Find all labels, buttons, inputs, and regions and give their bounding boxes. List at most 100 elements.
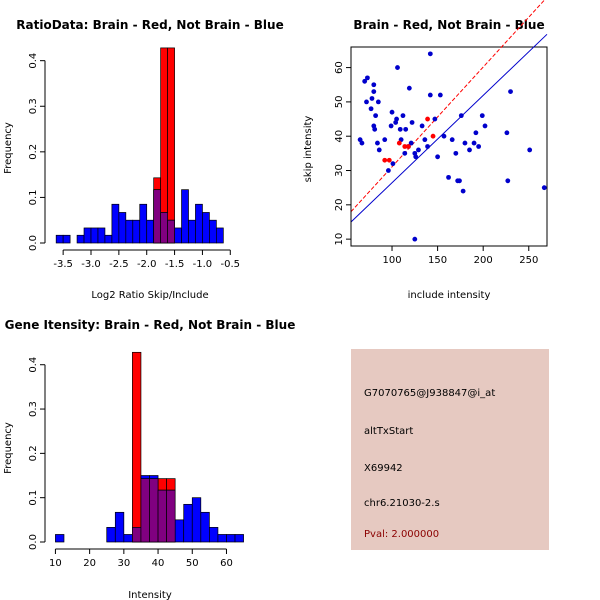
scatter-point-not-brain (376, 147, 382, 153)
scatter-y-tick-label: 30 (334, 164, 345, 177)
scatter-y-tick-label: 20 (334, 198, 345, 211)
scatter-point-not-brain (427, 92, 433, 98)
genomic-location: chr6.21030-2.s (364, 498, 440, 509)
ratio-bar-not-brain (132, 219, 141, 244)
intensity-title: Gene Itensity: Brain - Red, Not Brain - … (5, 318, 296, 332)
intensity-y-tick-label: 0.3 (28, 401, 39, 417)
intensity-y-tick-label: 0.2 (28, 445, 39, 461)
scatter-point-not-brain (395, 65, 400, 70)
scatter-point-brain (402, 144, 408, 149)
scatter-point-brain (396, 140, 402, 146)
scatter-point-not-brain (441, 133, 447, 139)
scatter-point-not-brain (527, 147, 533, 153)
scatter-y-tick-label: 60 (334, 61, 345, 74)
intensity-x-tick-label: 50 (186, 558, 199, 569)
scatter-y-tick-label: 10 (334, 233, 345, 246)
ratio-bar-not-brain (76, 234, 85, 244)
scatter-point-not-brain (462, 140, 468, 146)
event-type: altTxStart (364, 426, 413, 437)
intensity-bars (55, 351, 244, 543)
scatter-point-not-brain (368, 106, 374, 112)
intensity-bar-overlap (157, 489, 167, 543)
scatter-point-not-brain (359, 140, 365, 146)
ratio-bar-not-brain (125, 219, 134, 244)
scatter-point-not-brain (435, 154, 441, 160)
ratio-x-tick-label: -2.5 (109, 259, 129, 270)
intensity-bar-not-brain (55, 534, 65, 543)
scatter-point-not-brain (400, 113, 406, 119)
intensity-bar-not-brain (217, 534, 227, 543)
scatter-point-not-brain (458, 113, 464, 119)
scatter-not-brain-fit-line (350, 33, 548, 223)
intensity-x-label: Intensity (128, 590, 172, 600)
scatter-point-not-brain (403, 126, 409, 132)
scatter-point-not-brain (482, 123, 488, 129)
ratio-bar-not-brain (90, 227, 99, 244)
ratio-bar-not-brain (55, 234, 64, 244)
scatter-point-not-brain (427, 51, 433, 57)
ratio-x-tick-label: -1.0 (193, 259, 213, 270)
intensity-bar-not-brain (106, 527, 116, 543)
intensity-bar-not-brain (183, 503, 193, 543)
ratio-bar-not-brain (104, 234, 113, 244)
scatter-point-not-brain (382, 137, 388, 143)
scatter-point-not-brain (397, 126, 403, 132)
ratio-y-tick-label: 0.0 (28, 235, 39, 251)
scatter-point-not-brain (479, 113, 485, 119)
ratio-x-tick-label: -0.5 (221, 259, 241, 270)
ratio-bar-overlap (167, 219, 175, 244)
ratio-title: RatioData: Brain - Red, Not Brain - Blue (16, 18, 283, 32)
scatter-plot-box (350, 46, 548, 247)
intensity-bar-not-brain (234, 534, 244, 543)
scatter-point-not-brain (372, 126, 378, 132)
scatter-y-tick-label: 40 (334, 130, 345, 143)
ratio-bar-overlap (160, 212, 168, 244)
scatter-point-not-brain (373, 113, 379, 119)
scatter-point-not-brain (505, 178, 511, 184)
scatter-point-not-brain (453, 150, 459, 156)
ratio-bar-not-brain (181, 189, 189, 244)
scatter-point-not-brain (432, 116, 438, 122)
ratio-bar-overlap (153, 189, 161, 244)
scatter-point-not-brain (467, 147, 472, 153)
intensity-x-tick-label: 40 (152, 558, 165, 569)
ratio-histogram-panel: RatioData: Brain - Red, Not Brain - Blue… (3, 18, 284, 301)
intensity-histogram-panel: Gene Itensity: Brain - Red, Not Brain - … (3, 318, 295, 600)
ratio-y-label: Frequency (3, 122, 14, 174)
scatter-point-not-brain (419, 123, 425, 129)
intensity-bar-not-brain (123, 534, 133, 543)
scatter-point-not-brain (371, 82, 377, 88)
scatter-point-not-brain (541, 185, 547, 191)
scatter-point-brain (386, 157, 392, 163)
ratio-bar-not-brain (118, 212, 127, 244)
scatter-point-not-brain (471, 140, 477, 146)
ratio-x-label: Log2 Ratio Skip/Include (91, 290, 208, 301)
intensity-bar-not-brain (226, 534, 236, 543)
scatter-y-label: skip intensity (303, 116, 314, 183)
scatter-point-not-brain (388, 123, 394, 129)
scatter-point-not-brain (389, 109, 395, 115)
scatter-point-brain (425, 116, 430, 122)
intensity-y-label: Frequency (3, 422, 14, 474)
intensity-y-tick-label: 0.1 (28, 490, 39, 506)
scatter-point-brain (406, 144, 411, 149)
scatter-point-not-brain (457, 178, 462, 184)
scatter-point-not-brain (437, 92, 443, 98)
scatter-panel: Brain - Red, Not Brain - Blue 100 150 200 2… (303, 0, 548, 301)
scatter-point-not-brain (412, 236, 418, 242)
ratio-bar-not-brain (111, 203, 120, 244)
intensity-bar-overlap (149, 478, 159, 543)
scatter-x-tick-label: 200 (474, 255, 493, 266)
scatter-point-not-brain (460, 188, 466, 194)
scatter-point-not-brain (402, 150, 408, 156)
scatter-y-tick-label: 50 (334, 96, 345, 109)
scatter-point-not-brain (394, 116, 399, 122)
scatter-point-not-brain (408, 140, 414, 146)
scatter-point-not-brain (390, 161, 396, 167)
intensity-bar-not-brain (191, 497, 202, 543)
scatter-point-not-brain (365, 75, 370, 81)
intensity-x-tick-label: 20 (83, 558, 96, 569)
info-panel-background (351, 349, 549, 550)
intensity-bar-overlap (132, 527, 142, 543)
